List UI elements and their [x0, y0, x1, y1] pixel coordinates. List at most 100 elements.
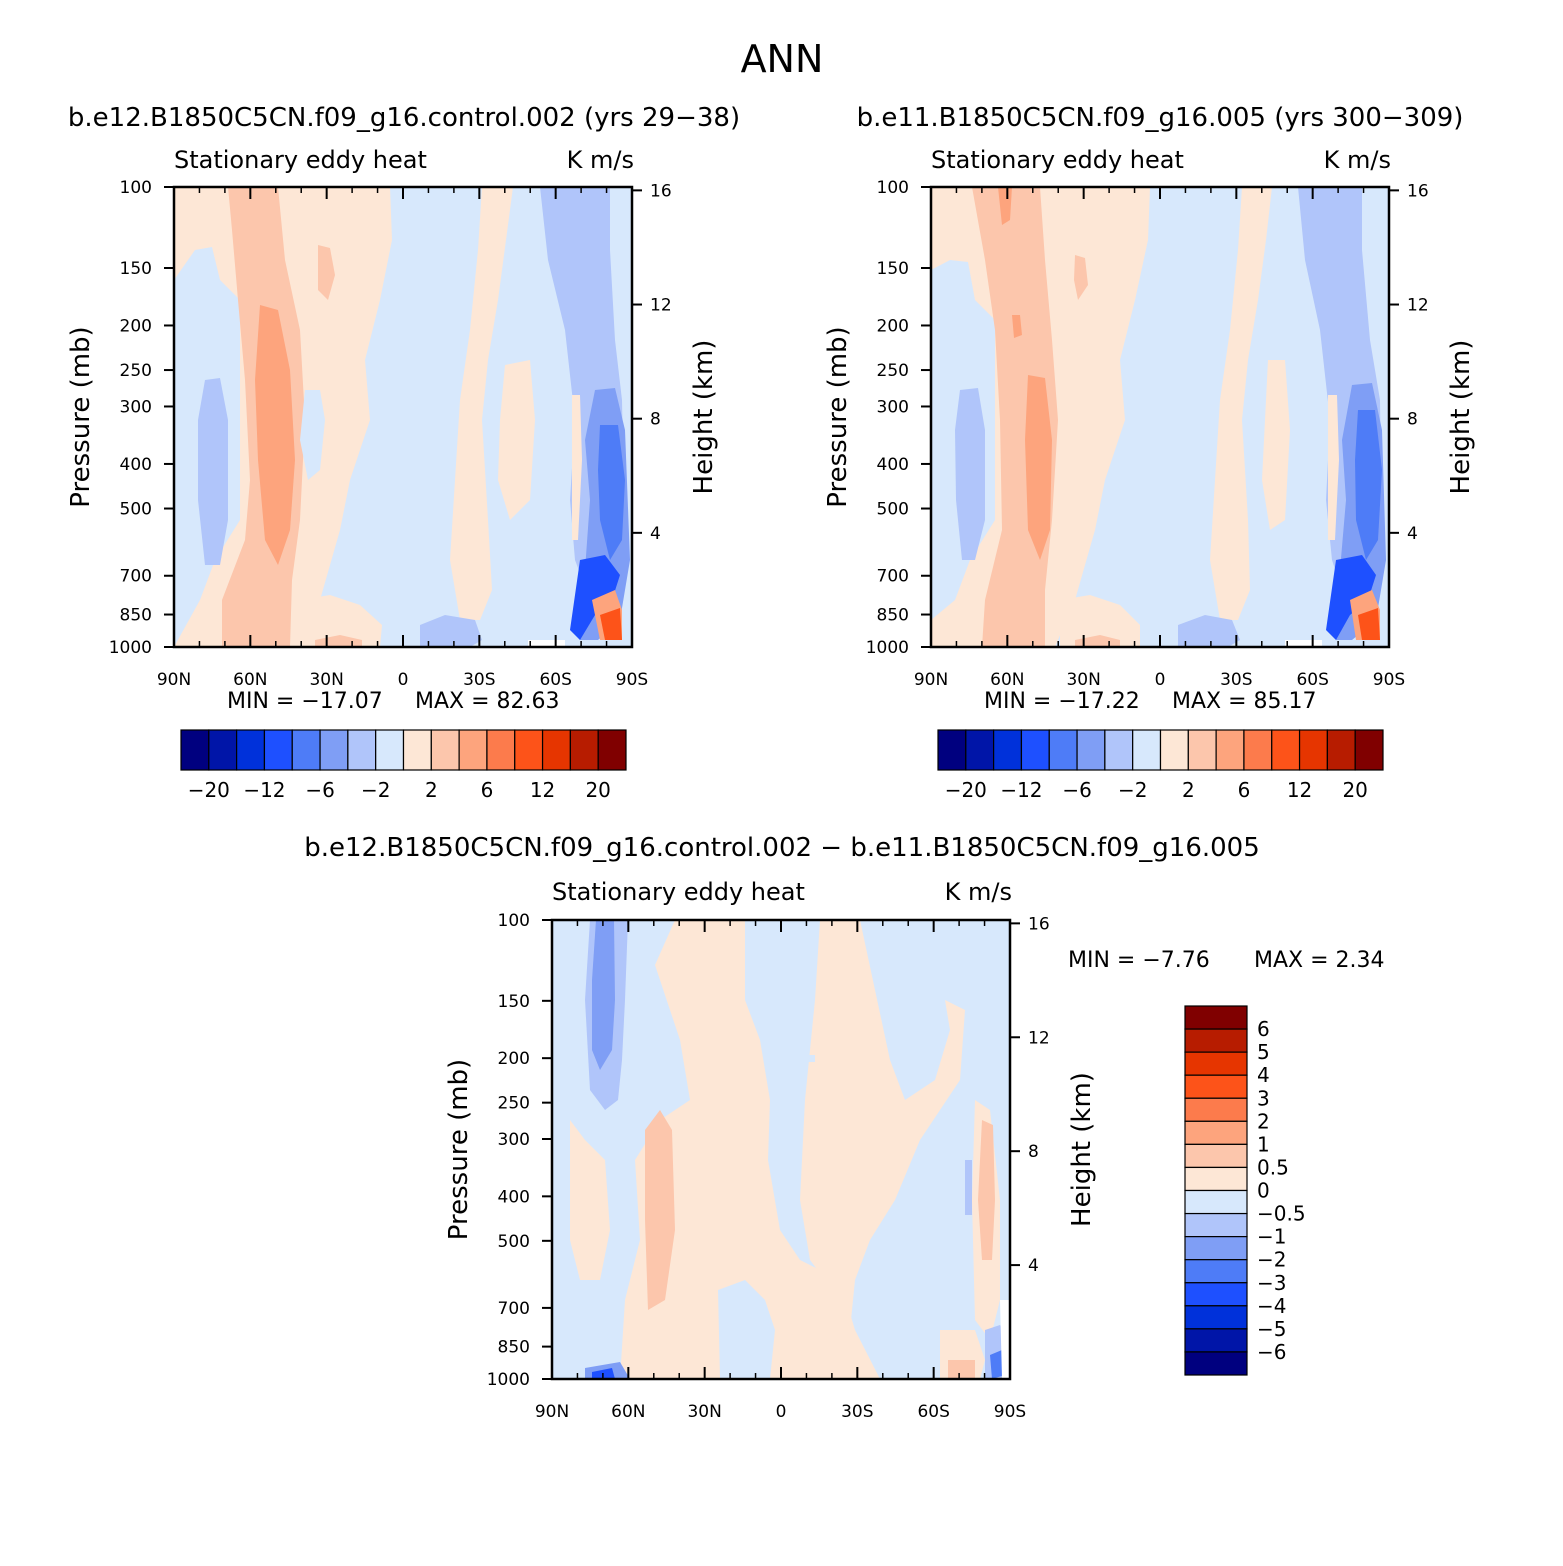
colorbar-swatch	[965, 729, 995, 771]
colorbar-label: 12	[530, 778, 555, 802]
colorbar-swatch	[1354, 729, 1384, 771]
y-tick-label: 500	[498, 1232, 530, 1252]
colorbar-label: 12	[1287, 778, 1312, 802]
units-label: K m/s	[945, 878, 1012, 906]
axis-group: 90N 60N 30N 0 30S 60S 90S 100 150 200 250 300 400 500…	[66, 178, 719, 690]
y-tick-label: 850	[498, 1338, 530, 1358]
colorbar-swatch	[541, 729, 571, 771]
colorbar-label: −1	[1257, 1225, 1286, 1249]
x-tick-label: 60S	[917, 1402, 949, 1422]
y2-tick-label: 4	[650, 524, 661, 544]
colorbar-swatch	[1159, 729, 1189, 771]
colorbar-swatch	[430, 729, 460, 771]
y-tick-label: 150	[498, 992, 530, 1012]
y-tick-label: 850	[120, 606, 152, 626]
colorbar-label: 2	[425, 778, 438, 802]
colorbar-label: −0.5	[1257, 1202, 1306, 1226]
variable-label: Stationary eddy heat	[552, 878, 805, 906]
y-axis-title: Pressure (mb)	[444, 1059, 474, 1240]
x-tick-label: 0	[1155, 670, 1166, 690]
x-tick-label: 60N	[611, 1402, 645, 1422]
colorbar-swatch	[1184, 1005, 1248, 1030]
case-title: b.e11.B1850C5CN.f09_g16.005 (yrs 300−309…	[857, 103, 1464, 133]
y-tick-label: 100	[877, 178, 909, 198]
y2-axis-title: Height (km)	[689, 340, 719, 495]
colorbar-swatch	[1184, 1051, 1248, 1076]
y2-tick-label: 12	[1407, 296, 1429, 316]
y-tick-label: 150	[120, 259, 152, 279]
contour-field	[931, 187, 1389, 647]
colorbar-label: 0.5	[1257, 1155, 1289, 1179]
y-axis-title: Pressure (mb)	[823, 326, 853, 507]
units-label: K m/s	[567, 146, 634, 174]
colorbar-swatch	[208, 729, 238, 771]
colorbar-label: −4	[1257, 1294, 1286, 1318]
y-tick-label: 1000	[866, 638, 909, 658]
y-tick-label: 250	[877, 361, 909, 381]
panel-reference: b.e11.B1850C5CN.f09_g16.005 (yrs 300−309…	[823, 103, 1476, 802]
x-tick-label: 60N	[990, 670, 1024, 690]
colorbar-swatch	[597, 729, 627, 771]
colorbar-swatch	[1076, 729, 1106, 771]
colorbar-swatch	[1184, 1189, 1248, 1215]
colorbar-swatch	[319, 729, 349, 771]
colorbar-label: −6	[1257, 1340, 1286, 1364]
x-tick-label: 0	[776, 1402, 787, 1422]
colorbar-swatch	[1020, 729, 1050, 771]
colorbar-swatch	[375, 729, 405, 771]
y2-axis-title: Height (km)	[1067, 1072, 1097, 1227]
colorbar-swatch	[1184, 1212, 1248, 1238]
colorbar-label: 6	[1257, 1017, 1270, 1041]
colorbar-swatch	[458, 729, 488, 771]
colorbar-swatch	[1271, 729, 1301, 771]
y-tick-label: 400	[498, 1187, 530, 1207]
y2-tick-label: 4	[1028, 1256, 1039, 1276]
colorbar: −20 −12 −6 −2 2 6 12 20	[180, 729, 627, 802]
colorbar-label: 2	[1182, 778, 1195, 802]
colorbar-swatch	[236, 729, 266, 771]
colorbar-swatch	[937, 729, 967, 771]
x-tick-label: 30N	[1066, 670, 1100, 690]
colorbar-swatch	[402, 729, 432, 771]
case-title: b.e12.B1850C5CN.f09_g16.control.002 − b.…	[304, 833, 1260, 863]
colorbar-swatch	[1298, 729, 1328, 771]
y-tick-label: 100	[498, 911, 530, 931]
colorbar-label: 3	[1257, 1086, 1270, 1110]
colorbar-swatch	[1184, 1166, 1248, 1192]
colorbar-label: 20	[585, 778, 610, 802]
min-label: MIN = −7.76	[1068, 948, 1210, 973]
colorbar-label: −3	[1257, 1271, 1286, 1295]
colorbar-swatch	[1132, 729, 1162, 771]
units-label: K m/s	[1324, 146, 1391, 174]
min-label: MIN = −17.07	[227, 689, 383, 714]
max-label: MAX = 85.17	[1172, 689, 1317, 714]
contour-field	[174, 187, 632, 647]
y-tick-label: 250	[498, 1094, 530, 1114]
colorbar-label: −6	[305, 778, 334, 802]
colorbar-label: −20	[188, 778, 230, 802]
colorbar-label: −2	[361, 778, 390, 802]
colorbar-swatch	[1243, 729, 1273, 771]
panel-control: b.e12.B1850C5CN.f09_g16.control.002 (yrs…	[66, 103, 740, 802]
colorbar-label: 0	[1257, 1179, 1270, 1203]
colorbar-label: 5	[1257, 1040, 1270, 1064]
colorbar-label: 1	[1257, 1132, 1270, 1156]
x-tick-label: 30N	[687, 1402, 721, 1422]
colorbar-swatch	[1184, 1074, 1248, 1099]
colorbar-swatch	[1184, 1236, 1248, 1261]
colorbar-swatch	[1048, 729, 1078, 771]
colorbar-swatch	[569, 729, 599, 771]
y-tick-label: 700	[498, 1299, 530, 1319]
x-tick-label: 90N	[157, 670, 191, 690]
y2-axis-title: Height (km)	[1446, 340, 1476, 495]
colorbar-label: −5	[1257, 1317, 1286, 1341]
colorbar-swatch	[1184, 1259, 1248, 1284]
colorbar-swatch	[1184, 1305, 1248, 1330]
colorbar-swatch	[993, 729, 1023, 771]
y-tick-label: 500	[877, 500, 909, 520]
colorbar-swatch	[1184, 1097, 1248, 1122]
colorbar-swatch	[1184, 1328, 1248, 1353]
y2-tick-label: 12	[650, 296, 672, 316]
